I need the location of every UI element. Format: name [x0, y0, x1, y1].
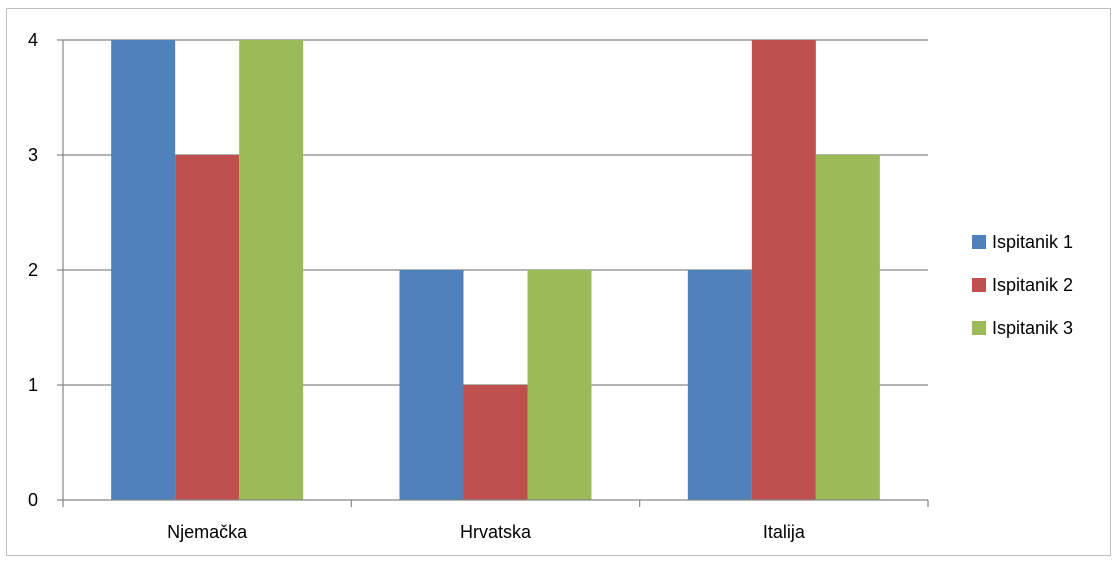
- legend-swatch: [972, 235, 986, 249]
- bar: [463, 385, 528, 500]
- legend-label: Ispitanik 3: [992, 318, 1073, 338]
- y-tick-label: 4: [28, 30, 38, 50]
- bar: [527, 270, 592, 500]
- y-tick-label: 3: [28, 145, 38, 165]
- legend: Ispitanik 1 Ispitanik 2 Ispitanik 3: [972, 232, 1073, 338]
- legend-label: Ispitanik 1: [992, 232, 1073, 252]
- bars: [111, 40, 880, 500]
- x-category-label: Hrvatska: [460, 522, 532, 542]
- legend-swatch: [972, 321, 986, 335]
- x-category-label: Njemačka: [167, 522, 248, 542]
- bar: [175, 155, 240, 500]
- axes: 0 1 2 3 4 Njemačka Hrvatska Italija: [28, 30, 929, 542]
- bar: [815, 155, 880, 500]
- y-tick-label: 0: [28, 490, 38, 510]
- y-tick-label: 1: [28, 375, 38, 395]
- bar: [399, 270, 464, 500]
- bar: [111, 40, 176, 500]
- bar: [687, 270, 752, 500]
- y-tick-label: 2: [28, 260, 38, 280]
- legend-label: Ispitanik 2: [992, 275, 1073, 295]
- x-category-label: Italija: [763, 522, 806, 542]
- bar: [239, 40, 304, 500]
- legend-swatch: [972, 278, 986, 292]
- bar: [751, 40, 816, 500]
